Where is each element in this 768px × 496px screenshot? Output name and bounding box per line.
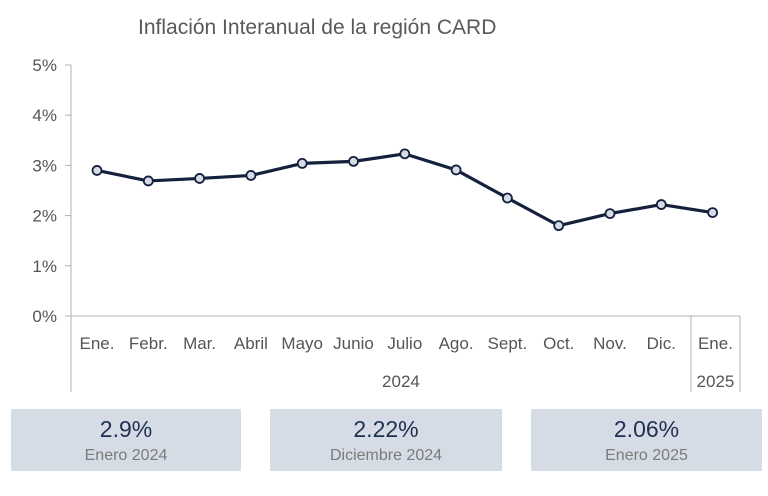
- chart-title: Inflación Interanual de la región CARD: [138, 16, 497, 39]
- x-tick-label: Abril: [234, 334, 268, 353]
- x-group-label: 2025: [697, 372, 735, 391]
- x-tick-label: Julio: [387, 334, 422, 353]
- x-tick-label: Febr.: [129, 334, 168, 353]
- y-tick-label: 5%: [32, 56, 57, 75]
- x-tick-label: Ene.: [80, 334, 115, 353]
- data-point: [501, 192, 513, 204]
- series-line: [96, 152, 713, 228]
- data-point: [707, 207, 718, 218]
- y-tick-label: 1%: [32, 257, 57, 276]
- x-tick-label: Mayo: [281, 334, 323, 353]
- x-group-label: 2024: [382, 372, 420, 391]
- data-point: [655, 199, 667, 210]
- data-point: [348, 155, 359, 167]
- x-tick-label: Oct.: [543, 334, 574, 353]
- summary-label: Enero 2025: [605, 447, 688, 464]
- x-tick-label: Nov.: [593, 334, 627, 353]
- data-point: [604, 208, 616, 219]
- x-tick-label: Sept.: [488, 334, 528, 353]
- data-point: [142, 175, 154, 187]
- y-tick-label: 0%: [32, 307, 57, 326]
- data-point: [399, 148, 411, 160]
- data-point: [553, 220, 565, 232]
- summary-value: 2.06%: [613, 416, 680, 442]
- summary-card-dec-2024: 2.22% Diciembre 2024: [270, 409, 502, 471]
- summary-label: Diciembre 2024: [329, 447, 443, 464]
- x-tick-label: Mar.: [183, 334, 216, 353]
- data-point: [91, 165, 103, 176]
- summary-card-jan-2024: 2.9% Enero 2024: [11, 409, 241, 471]
- data-point: [245, 170, 257, 181]
- summary-value: 2.22%: [353, 416, 419, 442]
- x-tick-label: Junio: [333, 334, 374, 353]
- summary-value: 2.9%: [99, 416, 153, 442]
- x-tick-label: Ago.: [439, 334, 474, 353]
- x-tick-label: Ene.: [698, 334, 733, 353]
- data-point: [296, 157, 308, 169]
- x-tick-label: Dic.: [647, 334, 676, 353]
- y-tick-label: 3%: [32, 156, 57, 175]
- data-point: [194, 173, 206, 184]
- data-point: [450, 164, 462, 176]
- summary-card-jan-2025: 2.06% Enero 2025: [531, 409, 762, 471]
- line-chart: 0% 1% 2% 3% 4% 5% Ene. Febr. Mar. Abril Mayo Junio J…: [32, 56, 741, 392]
- summary-label: Enero 2024: [84, 447, 168, 464]
- y-tick-label: 4%: [32, 106, 57, 125]
- y-tick-label: 2%: [32, 207, 57, 226]
